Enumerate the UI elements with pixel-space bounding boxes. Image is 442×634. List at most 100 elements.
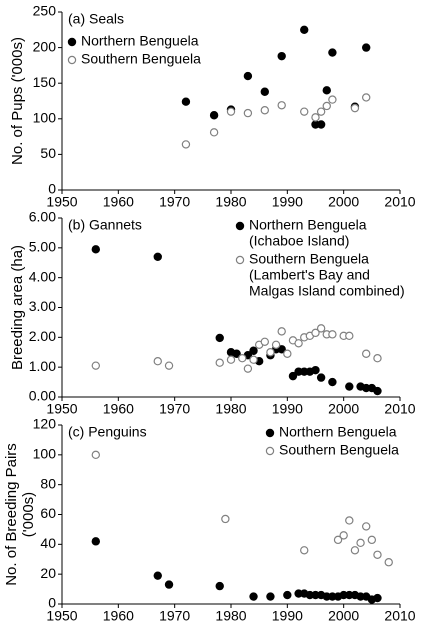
point [226, 355, 236, 364]
point [215, 358, 224, 367]
point [311, 365, 320, 375]
point [209, 111, 219, 120]
point [238, 354, 247, 363]
point [277, 345, 286, 354]
y-tick-label: 5.00 [29, 239, 56, 255]
point [322, 86, 331, 95]
point [300, 546, 309, 555]
x-tick-label: 1990 [272, 608, 303, 624]
x-tick-label: 2010 [384, 401, 415, 417]
legend-label: Northern Benguela [279, 424, 397, 440]
point [266, 348, 275, 357]
legend-label: Northern Benguela [249, 217, 367, 233]
y-tick-label: 0 [48, 595, 56, 611]
y-tick-label: 3.00 [29, 298, 56, 314]
y-tick-label: 100 [33, 110, 57, 126]
point [362, 93, 371, 102]
y-tick-label: 2.00 [29, 328, 56, 344]
point [311, 113, 320, 122]
point [373, 593, 382, 603]
point [283, 349, 292, 358]
legend-label: Malgas Island combined) [249, 283, 405, 299]
x-tick-label: 2000 [328, 194, 359, 210]
point [328, 48, 337, 57]
point [283, 590, 292, 600]
x-tick-label: 2000 [328, 401, 359, 417]
point [277, 327, 286, 336]
legend-label: Southern Benguela [81, 51, 201, 67]
point [153, 252, 162, 261]
point [249, 355, 258, 364]
point [373, 550, 382, 559]
point [91, 450, 101, 460]
legend-marker [235, 255, 245, 265]
x-tick-label: 1990 [272, 401, 303, 417]
point [260, 337, 269, 347]
y-tick-label: 80 [40, 475, 56, 491]
point [328, 377, 337, 387]
x-tick-label: 1960 [103, 194, 134, 210]
legend-label: Southern Benguela [279, 442, 399, 458]
x-tick-label: 1960 [103, 608, 134, 624]
y-axis-title: Breeding area (ha) [9, 245, 26, 370]
x-tick-label: 1970 [159, 608, 190, 624]
y-tick-label: 4.00 [29, 268, 56, 284]
point [350, 546, 360, 555]
y-axis-title: No. of Breeding Pairs [3, 443, 20, 586]
point [311, 328, 320, 338]
legend-marker [67, 55, 77, 65]
point [384, 558, 393, 567]
y-tick-label: 0 [48, 181, 56, 197]
point [164, 580, 174, 589]
point [271, 340, 281, 349]
point [260, 87, 269, 96]
point [300, 25, 309, 34]
point [316, 107, 326, 116]
y-tick-label: 0.00 [29, 388, 56, 404]
point [339, 531, 348, 540]
point [328, 95, 337, 104]
point [277, 101, 286, 110]
panel-title: (c) Penguins [68, 424, 147, 440]
point [277, 51, 286, 61]
point [164, 361, 174, 370]
y-tick-label: 50 [40, 145, 56, 161]
x-tick-label: 2000 [328, 608, 359, 624]
y-tick-label: 1.00 [29, 358, 56, 374]
y-tick-label: 20 [40, 565, 56, 581]
point [221, 514, 230, 524]
point [345, 382, 354, 391]
legend-marker [265, 446, 275, 456]
point [181, 140, 191, 149]
point [91, 245, 101, 254]
legend-label: (Lambert's Bay and [249, 267, 370, 283]
point [345, 331, 354, 341]
point [249, 592, 258, 601]
point [249, 346, 258, 355]
point [153, 357, 162, 366]
point [362, 43, 371, 52]
y-axis-title: No. of Pups ('000s) [9, 37, 26, 165]
point [181, 97, 191, 106]
point [243, 108, 253, 118]
x-tick-label: 1980 [215, 194, 246, 210]
point [209, 128, 219, 137]
point [345, 516, 354, 525]
x-tick-label: 1950 [46, 194, 77, 210]
legend-marker [265, 428, 275, 438]
y-tick-label: 40 [40, 535, 56, 551]
point [153, 571, 162, 580]
point [367, 535, 377, 545]
point [328, 330, 337, 339]
y-tick-label: 250 [33, 3, 57, 19]
legend-label: (Ichaboe Island) [249, 233, 349, 249]
x-tick-label: 1970 [159, 194, 190, 210]
point [215, 581, 224, 591]
y-tick-label: 100 [33, 446, 57, 462]
y-tick-label: 120 [33, 416, 57, 432]
legend-label: Southern Benguela [249, 251, 369, 267]
y-tick-label: 6.00 [29, 209, 56, 225]
point [232, 349, 241, 358]
